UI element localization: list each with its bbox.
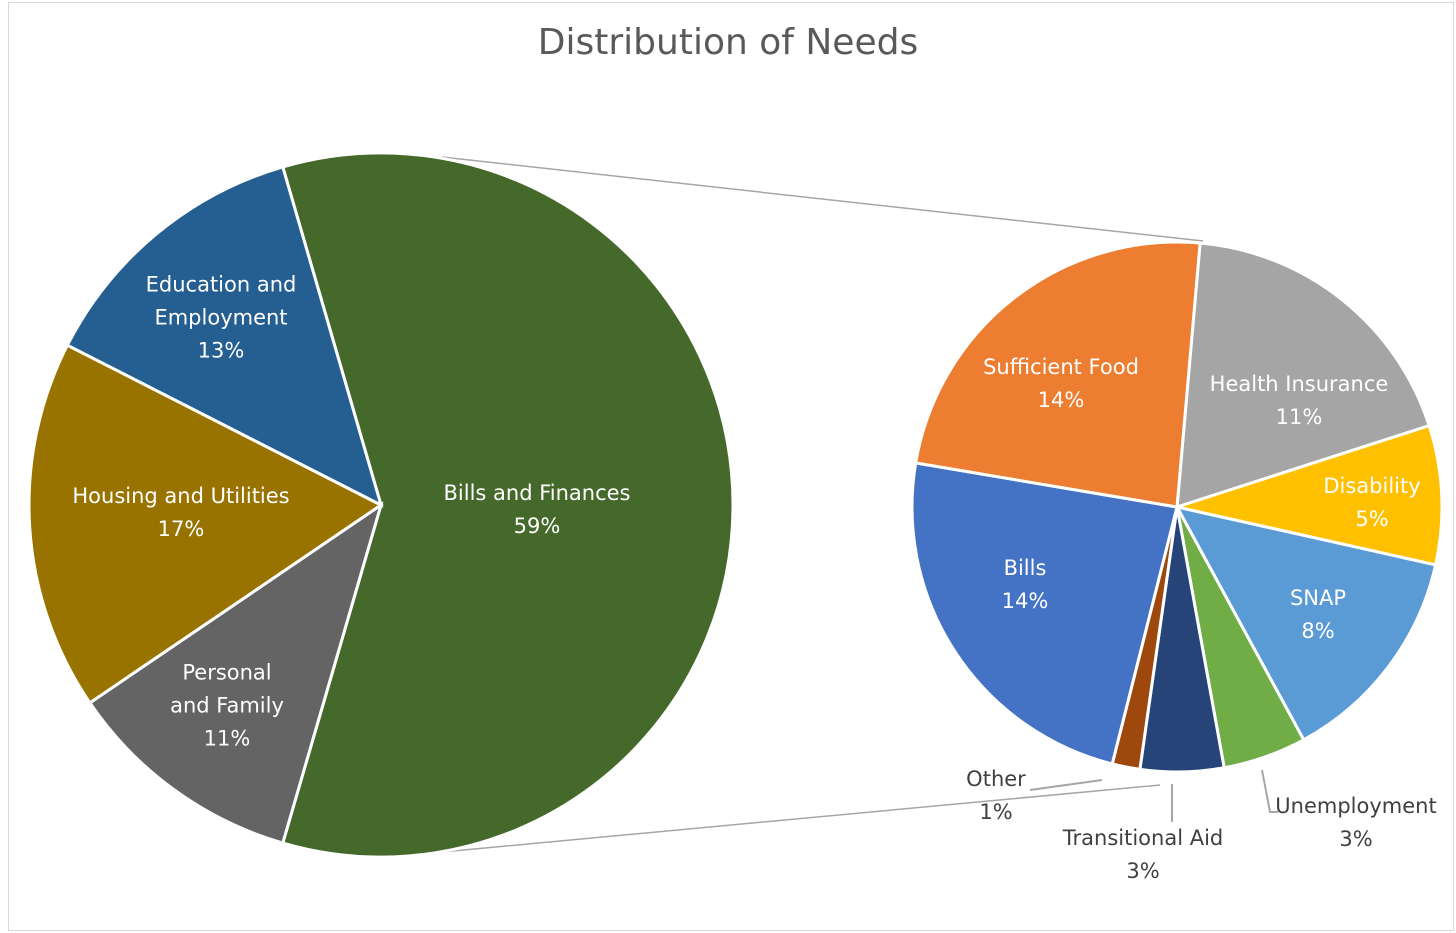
value-label: 1% [979, 800, 1013, 824]
data-label: Bills and Finances 59% [444, 477, 631, 543]
pie-slice [1175, 241, 1432, 510]
pie-slice [65, 165, 384, 508]
connector-line [441, 784, 1161, 853]
leader-line [1261, 769, 1278, 813]
value-label: 3% [1339, 827, 1373, 851]
category-label: Transitional Aid [1062, 826, 1224, 850]
pie-slice [913, 240, 1202, 509]
data-label: Other 1% [966, 763, 1026, 829]
category-label: Other [966, 767, 1026, 791]
value-label: 3% [1126, 859, 1160, 883]
value-label: 8% [1301, 619, 1335, 643]
category-label: Disability [1323, 474, 1421, 498]
category-label: Education and Employment [145, 272, 297, 330]
value-label: 14% [1001, 589, 1049, 613]
data-label: Personal and Family 11% [162, 657, 292, 756]
category-label: SNAP [1289, 586, 1347, 610]
value-label: 5% [1355, 507, 1389, 531]
pie-slice [1171, 423, 1444, 567]
data-label: Health Insurance 11% [1210, 368, 1389, 434]
data-label: Housing and Utilities 17% [72, 480, 289, 546]
category-label: Bills and Finances [443, 481, 631, 505]
category-label: Housing and Utilities [72, 484, 290, 508]
data-label: Education and Employment 13% [134, 269, 309, 368]
pie-slice [1174, 504, 1438, 742]
pie-slice [280, 151, 735, 859]
connector-line [441, 156, 1204, 242]
category-label: Sufficient Food [983, 355, 1139, 379]
chart-title: Distribution of Needs [537, 22, 919, 63]
value-label: 11% [1275, 405, 1323, 429]
value-label: 17% [157, 517, 205, 541]
category-label: Unemployment [1275, 794, 1437, 818]
value-label: 11% [203, 726, 251, 751]
data-label: Sufficient Food 14% [983, 351, 1139, 417]
category-label: Health Insurance [1209, 372, 1389, 396]
pie-slice [910, 461, 1179, 766]
data-label: Transitional Aid 3% [1063, 822, 1223, 888]
data-label: SNAP 8% [1290, 582, 1346, 648]
pie-slice [27, 343, 384, 705]
category-label: Bills [1003, 556, 1047, 580]
data-label: Disability 5% [1323, 470, 1420, 536]
data-label: Unemployment 3% [1275, 790, 1436, 856]
pie-slice [87, 501, 384, 845]
value-label: 14% [1037, 388, 1085, 412]
chart-frame [8, 2, 1454, 931]
category-label: Personal and Family [170, 660, 284, 718]
value-label: 59% [513, 514, 561, 538]
data-label: Bills 14% [1002, 552, 1049, 618]
leader-line [1029, 779, 1103, 791]
value-label: 13% [197, 338, 245, 363]
